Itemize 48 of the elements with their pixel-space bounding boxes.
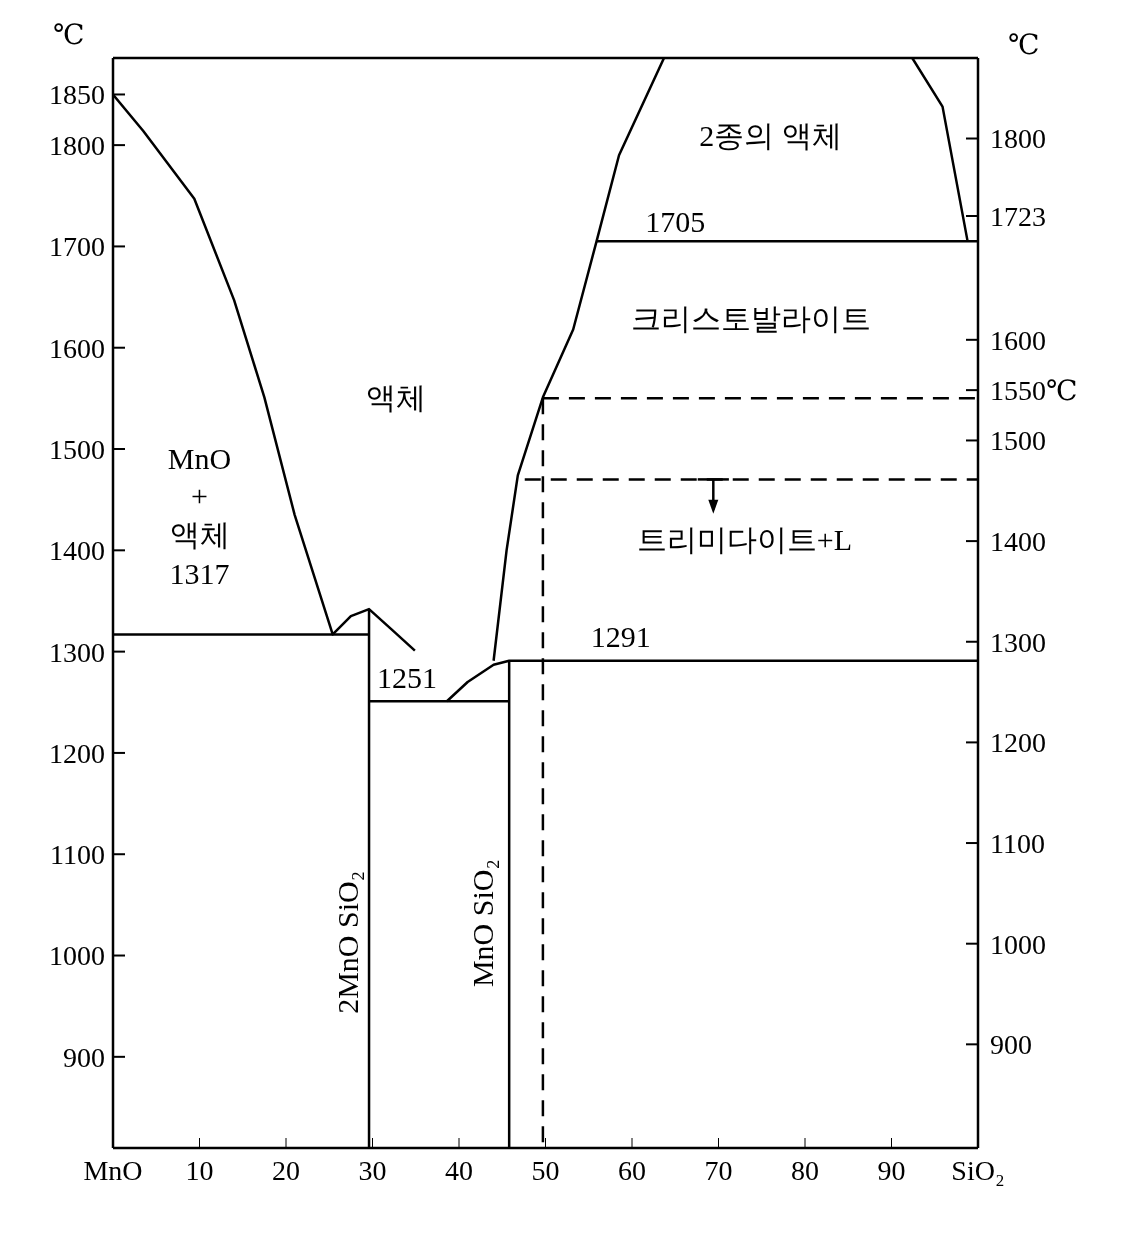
annotation: MnO SiO₂ xyxy=(465,859,499,988)
y2-tick-label: 900 xyxy=(990,1029,1032,1061)
y-tick-label: 1400 xyxy=(49,535,105,567)
annotation: + xyxy=(191,478,208,512)
annotation: 액체 xyxy=(169,517,230,551)
annotation: 액체 xyxy=(365,380,426,414)
y2-tick-label: 1600 xyxy=(990,324,1046,356)
y-tick-label: 900 xyxy=(63,1041,105,1073)
annotation: 크리스토발라이트 xyxy=(630,301,871,335)
y-tick-label: 1000 xyxy=(49,940,105,972)
y-tick-label: 1300 xyxy=(49,636,105,668)
x-tick-label: 40 xyxy=(445,1155,473,1186)
x-tick-label: 90 xyxy=(877,1155,906,1186)
y2-tick-label: 1300 xyxy=(990,626,1046,658)
y-tick-label: 1200 xyxy=(49,737,105,769)
y2-tick-label: 1723 xyxy=(990,200,1046,232)
y2-tick-label: 1000 xyxy=(990,928,1046,960)
y2-tick-label: 1200 xyxy=(990,727,1046,759)
y-axis-title: ℃ xyxy=(53,19,85,50)
x-tick-label: 50 xyxy=(531,1155,560,1186)
x-tick-label: 60 xyxy=(618,1155,646,1186)
y2-tick-label: 1550℃ xyxy=(990,375,1078,407)
y2-tick-label: 1400 xyxy=(990,526,1046,558)
annotation: 1317 xyxy=(169,556,230,590)
annotation: MnO xyxy=(167,441,232,475)
x-tick-label: 10 xyxy=(185,1155,214,1186)
annotation: 1251 xyxy=(377,660,438,694)
x-tick-label: 70 xyxy=(704,1155,733,1186)
annotation: 2종의 액체 xyxy=(699,118,842,152)
y-tick-label: 1700 xyxy=(49,231,105,263)
annotation: 2MnO SiO₂ xyxy=(330,870,364,1014)
x-tick-label: SiO₂ xyxy=(951,1155,1005,1186)
y2-axis-title: ℃ xyxy=(1008,29,1040,60)
annotation: 1705 xyxy=(645,204,706,238)
y-tick-label: 1850 xyxy=(49,79,105,111)
x-tick-label: 80 xyxy=(791,1155,819,1186)
y-tick-label: 1800 xyxy=(49,130,105,162)
y-tick-label: 1600 xyxy=(49,332,105,364)
y2-tick-label: 1100 xyxy=(990,827,1045,859)
annotation: 트리미다이트+L xyxy=(636,522,853,556)
x-tick-label: 20 xyxy=(272,1155,300,1186)
y-tick-label: 1500 xyxy=(49,433,105,465)
y2-tick-label: 1500 xyxy=(990,425,1046,457)
annotation: 1291 xyxy=(590,619,651,653)
x-tick-label: MnO xyxy=(83,1155,143,1186)
y-tick-label: 1100 xyxy=(50,839,105,871)
y2-tick-label: 1800 xyxy=(990,123,1046,155)
x-tick-label: 30 xyxy=(358,1155,387,1186)
